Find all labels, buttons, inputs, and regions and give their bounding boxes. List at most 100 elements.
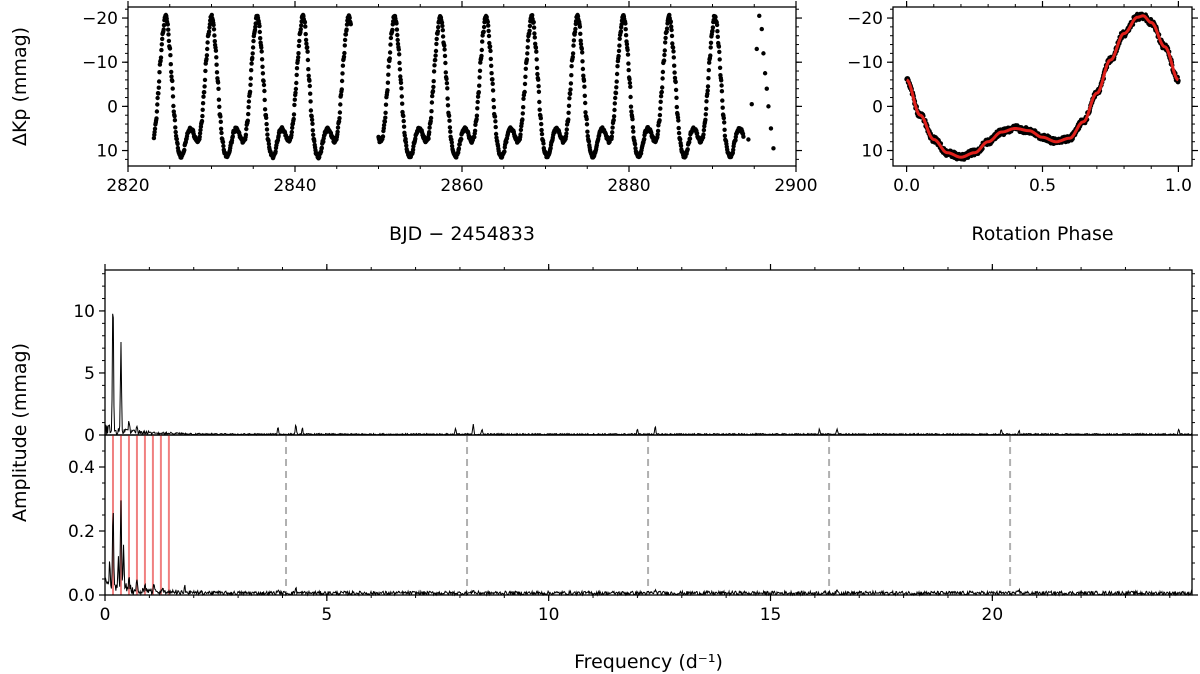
data-point <box>166 27 171 32</box>
zoom-ytick-label: 0.2 <box>68 522 95 542</box>
data-point <box>583 110 588 115</box>
data-point <box>204 53 210 58</box>
data-point <box>493 119 498 124</box>
data-point <box>264 115 269 121</box>
data-point <box>172 113 177 119</box>
data-point <box>434 36 439 42</box>
light-curve-ytick-label: 0 <box>107 97 118 117</box>
data-point <box>655 132 660 137</box>
data-point <box>426 136 431 141</box>
data-point <box>182 147 187 153</box>
light-curve-xtick-label: 2880 <box>607 176 650 196</box>
data-point <box>154 109 160 114</box>
data-point <box>719 78 724 83</box>
data-point <box>207 22 213 27</box>
data-point <box>481 24 487 30</box>
data-point <box>585 129 590 134</box>
data-point <box>173 129 178 135</box>
data-point <box>705 91 710 97</box>
data-point <box>169 69 174 75</box>
data-point <box>710 25 716 30</box>
data-point <box>704 106 709 112</box>
data-point <box>341 54 347 59</box>
data-point <box>520 111 525 116</box>
data-point <box>632 142 638 147</box>
data-point <box>434 41 439 47</box>
data-point <box>200 113 205 119</box>
data-point <box>165 22 170 27</box>
data-point <box>447 118 452 123</box>
data-point <box>430 93 435 99</box>
data-point <box>703 117 708 123</box>
data-point <box>614 71 620 77</box>
data-point <box>211 27 217 32</box>
data-point <box>310 128 315 133</box>
data-point <box>298 27 303 32</box>
data-point <box>523 74 528 80</box>
data-point <box>308 108 314 113</box>
data-point <box>250 55 255 61</box>
data-point <box>619 22 624 27</box>
data-point <box>479 47 484 53</box>
data-point <box>474 113 480 118</box>
data-point <box>386 64 391 69</box>
data-point <box>173 125 178 130</box>
data-point <box>250 45 256 50</box>
data-point <box>214 62 219 67</box>
data-point <box>170 78 175 84</box>
data-point <box>671 49 676 54</box>
data-point <box>662 48 667 53</box>
data-point <box>476 90 481 95</box>
data-point <box>154 116 159 121</box>
data-point <box>717 65 723 71</box>
data-point <box>708 40 714 45</box>
data-point <box>532 35 537 40</box>
data-point <box>427 130 432 135</box>
data-point <box>522 81 528 87</box>
light-curve-ytick-label: 10 <box>96 142 118 162</box>
data-point <box>768 126 774 131</box>
data-point <box>489 63 494 68</box>
data-point <box>578 41 584 47</box>
data-point <box>616 48 622 54</box>
data-point <box>578 31 583 36</box>
data-point <box>660 69 666 75</box>
data-point <box>771 146 776 151</box>
light-curve-panel: 2820 2840 2860 2880 2900 −20 −10 0 10 BJD − 24548… <box>9 1 818 245</box>
data-point <box>580 66 586 72</box>
data-point <box>169 74 174 79</box>
data-point <box>490 77 495 82</box>
data-point <box>669 27 674 33</box>
data-point <box>628 94 633 100</box>
data-point <box>571 43 576 48</box>
data-point <box>670 41 675 46</box>
data-point <box>518 127 524 133</box>
data-point <box>486 28 491 34</box>
data-point <box>472 128 478 133</box>
data-point <box>706 68 711 73</box>
data-point <box>296 55 301 60</box>
zoom-xtick-label: 5 <box>321 605 332 625</box>
data-point <box>477 75 482 80</box>
data-point <box>258 36 263 41</box>
data-point <box>433 53 438 58</box>
data-point <box>722 133 728 138</box>
data-point <box>413 136 418 141</box>
data-point <box>299 23 304 28</box>
data-point <box>294 72 299 78</box>
data-point <box>248 76 253 81</box>
data-point <box>152 126 158 131</box>
data-point <box>623 21 628 26</box>
data-point <box>536 89 542 95</box>
data-point <box>657 112 663 118</box>
data-point <box>335 129 340 134</box>
data-point <box>203 68 208 74</box>
data-point <box>487 44 493 49</box>
data-point <box>221 143 226 149</box>
data-point <box>660 76 665 81</box>
data-point <box>612 101 617 106</box>
data-point <box>246 111 251 117</box>
data-point <box>584 122 590 127</box>
data-point <box>720 98 725 103</box>
data-point <box>625 47 630 53</box>
